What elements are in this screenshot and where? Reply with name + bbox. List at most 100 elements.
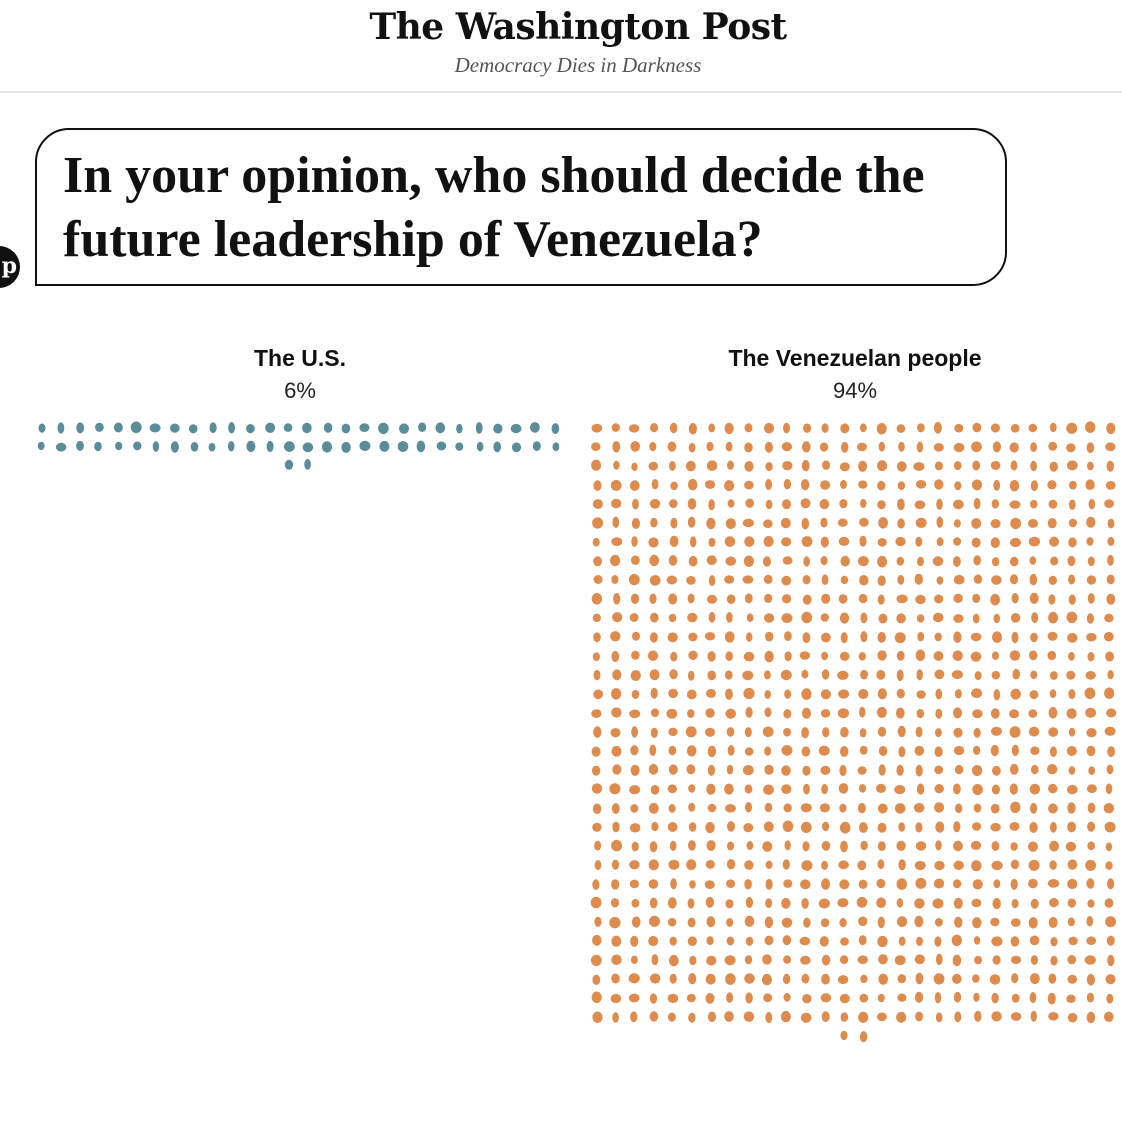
venezuelan-respondent-dot [1086, 516, 1096, 528]
venezuelan-respondent-dot [593, 669, 601, 681]
venezuelan-respondent-dot [763, 536, 774, 547]
venezuelan-respondent-dot [859, 728, 867, 738]
venezuelan-respondent-dot [1028, 841, 1038, 852]
venezuelan-respondent-dot [934, 669, 945, 680]
venezuelan-respondent-dot [744, 461, 754, 472]
venezuelan-respondent-dot [821, 632, 831, 643]
venezuelan-respondent-dot [1067, 555, 1076, 567]
venezuelan-respondent-dot [726, 918, 734, 927]
venezuelan-respondent-dot [990, 519, 1001, 529]
venezuelan-respondent-dot [802, 707, 811, 719]
venezuelan-respondent-dot [877, 650, 887, 661]
venezuelan-respondent-dot [953, 727, 963, 738]
venezuelan-respondent-dot [1031, 764, 1039, 775]
venezuelan-respondent-dot [973, 936, 981, 945]
venezuelan-respondent-dot [915, 726, 923, 738]
venezuelan-respondent-dot [667, 632, 678, 643]
venezuelan-respondent-dot [746, 632, 753, 642]
venezuelan-respondent-dot [1104, 499, 1114, 508]
us-respondent-dot [227, 441, 235, 452]
venezuelan-respondent-dot [837, 975, 849, 985]
us-respondent-dot [378, 422, 389, 435]
venezuelan-respondent-dot [783, 955, 792, 964]
venezuelan-respondent-dot [839, 499, 848, 509]
venezuelan-respondent-dot [631, 462, 638, 471]
venezuelan-respondent-dot [688, 555, 698, 567]
venezuelan-respondent-dot [1086, 728, 1097, 738]
venezuelan-respondent-dot [726, 764, 734, 775]
venezuelan-respondent-dot [708, 611, 716, 623]
washington-post-logo[interactable]: The Washington Post [369, 6, 787, 48]
venezuelan-respondent-dot [781, 897, 791, 909]
venezuelan-respondent-dot [1047, 480, 1057, 490]
venezuelan-respondent-dot [839, 821, 851, 834]
venezuelan-respondent-dot [1104, 821, 1116, 833]
venezuelan-respondent-dot [898, 936, 906, 946]
venezuelan-respondent-dot [744, 915, 755, 927]
venezuelan-respondent-dot [647, 650, 659, 661]
venezuelan-respondent-dot [650, 727, 658, 738]
venezuelan-respondent-dot [667, 784, 677, 794]
us-respondent-dot [551, 423, 560, 435]
venezuelan-respondent-dot [914, 573, 923, 585]
us-respondent-dot [302, 422, 312, 434]
us-respondent-dot [209, 422, 217, 434]
venezuelan-respondent-dot [668, 555, 678, 566]
venezuelan-respondent-dot [669, 535, 679, 548]
venezuelan-respondent-dot [631, 536, 638, 547]
venezuelan-respondent-dot [954, 689, 962, 699]
venezuelan-respondent-dot [837, 708, 850, 719]
us-respondent-dot [246, 424, 255, 434]
venezuelan-respondent-dot [591, 991, 602, 1004]
venezuelan-respondent-dot [898, 822, 906, 832]
us-respondent-dot [37, 441, 45, 451]
venezuelan-respondent-dot [953, 897, 963, 909]
venezuelan-respondent-dot [1010, 688, 1021, 700]
us-respondent-dot [38, 423, 46, 433]
venezuelan-respondent-dot [726, 727, 735, 737]
venezuelan-respondent-dot [1010, 955, 1022, 965]
venezuelan-respondent-dot [971, 765, 983, 776]
venezuelan-respondent-dot [592, 822, 602, 832]
venezuelan-respondent-dot [896, 1011, 907, 1023]
us-respondent-dot [302, 442, 314, 453]
venezuelan-respondent-dot [991, 575, 1002, 585]
venezuelan-respondent-dot [592, 879, 600, 890]
venezuelan-respondent-dot [651, 479, 659, 490]
venezuelan-respondent-dot [1049, 461, 1059, 472]
us-respondent-dot [304, 459, 311, 470]
venezuelan-respondent-dot [821, 651, 829, 661]
us-respondent-dot [133, 441, 142, 451]
venezuelan-respondent-dot [724, 955, 736, 966]
venezuelan-respondent-dot [857, 802, 866, 814]
venezuelan-respondent-dot [784, 651, 792, 662]
venezuelan-respondent-dot [1010, 878, 1018, 890]
venezuelan-respondent-dot [1030, 499, 1038, 509]
venezuelan-respondent-dot [991, 499, 999, 509]
venezuelan-respondent-dot [971, 441, 982, 453]
venezuelan-respondent-dot [649, 669, 660, 681]
venezuelan-respondent-dot [744, 480, 754, 490]
venezuelan-respondent-dot [688, 822, 697, 832]
venezuelan-respondent-dot [1066, 670, 1076, 680]
venezuelan-respondent-dot [1050, 821, 1057, 833]
venezuelan-respondent-dot [1029, 573, 1038, 586]
venezuelan-respondent-dot [838, 689, 850, 699]
venezuelan-respondent-dot [953, 499, 964, 510]
venezuelan-respondent-dot [610, 554, 621, 567]
venezuelan-respondent-dot [933, 973, 945, 985]
venezuelan-respondent-dot [801, 746, 811, 757]
venezuelan-respondent-dot [857, 442, 867, 452]
venezuelan-respondent-dot [821, 593, 831, 604]
venezuelan-respondent-dot [916, 708, 924, 719]
venezuelan-respondent-dot [1028, 650, 1038, 661]
venezuelan-respondent-dot [727, 499, 735, 508]
venezuelan-respondent-dot [784, 840, 791, 851]
venezuelan-respondent-dot [801, 611, 813, 624]
venezuelan-respondent-dot [592, 974, 601, 985]
venezuelan-respondent-dot [630, 593, 640, 604]
venezuelan-respondent-dot [649, 841, 658, 853]
venezuelan-respondent-dot [915, 517, 927, 529]
venezuelan-respondent-dot [877, 555, 888, 568]
